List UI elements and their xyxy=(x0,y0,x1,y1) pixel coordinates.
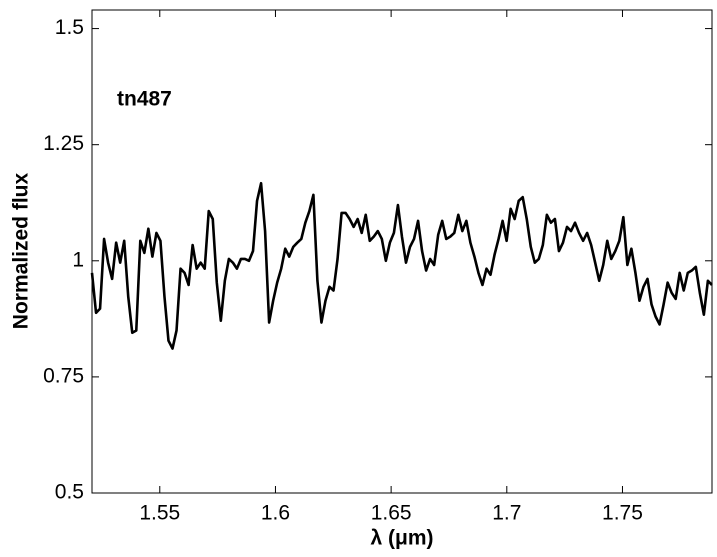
y-tick-label: 1 xyxy=(72,248,84,271)
x-tick-label: 1.55 xyxy=(139,502,180,525)
y-tick-label: 1.25 xyxy=(43,132,84,155)
x-tick-label: 1.6 xyxy=(261,502,290,525)
x-axis-label: λ (μm) xyxy=(370,527,433,550)
plot-frame xyxy=(91,9,713,494)
x-tick-label: 1.7 xyxy=(492,502,521,525)
annotation: tn487 xyxy=(117,88,172,111)
x-tick-label: 1.65 xyxy=(371,502,412,525)
y-axis-label: Normalized flux xyxy=(10,173,33,330)
y-tick-label: 0.5 xyxy=(55,481,84,504)
x-tick-label: 1.75 xyxy=(602,502,643,525)
y-tick-label: 1.5 xyxy=(55,16,84,39)
y-tick-label: 0.75 xyxy=(43,364,84,387)
spectrum-line xyxy=(90,181,713,350)
